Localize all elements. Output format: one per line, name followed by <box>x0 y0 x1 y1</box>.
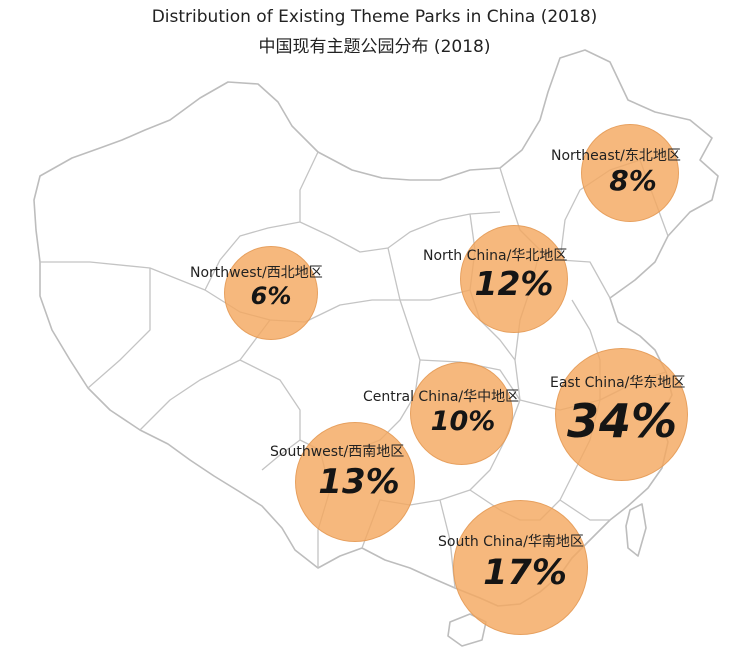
percent-northeast: 8% <box>609 164 657 197</box>
label-north-china: North China/华北地区 <box>423 248 568 264</box>
bubble-northwest <box>224 246 318 340</box>
label-northeast: Northeast/东北地区 <box>551 148 681 164</box>
percent-southwest: 13% <box>318 462 400 502</box>
bubble-east-china <box>555 348 688 481</box>
percent-central-china: 10% <box>430 406 496 437</box>
bubble-central-china <box>410 362 513 465</box>
label-northwest: Northwest/西北地区 <box>190 265 323 281</box>
chart-title-english: Distribution of Existing Theme Parks in … <box>151 7 598 27</box>
percent-north-china: 12% <box>474 264 554 303</box>
bubble-southwest <box>295 422 415 542</box>
label-south-china: South China/华南地区 <box>438 534 584 550</box>
percent-northwest: 6% <box>250 282 292 310</box>
china-outline <box>33 49 719 607</box>
percent-south-china: 17% <box>483 553 567 593</box>
bubble-south-china <box>453 500 588 635</box>
percent-east-china: 34% <box>566 394 678 448</box>
label-east-china: East China/华东地区 <box>550 375 686 391</box>
hainan-island <box>447 613 487 647</box>
bubble-northeast <box>581 124 679 222</box>
bubble-north-china <box>460 225 568 333</box>
label-southwest: Southwest/西南地区 <box>270 444 405 460</box>
chart-title-chinese: 中国现有主题公园分布 (2018) <box>258 37 491 57</box>
taiwan-island <box>625 503 647 557</box>
label-central-china: Central China/华中地区 <box>363 389 520 405</box>
